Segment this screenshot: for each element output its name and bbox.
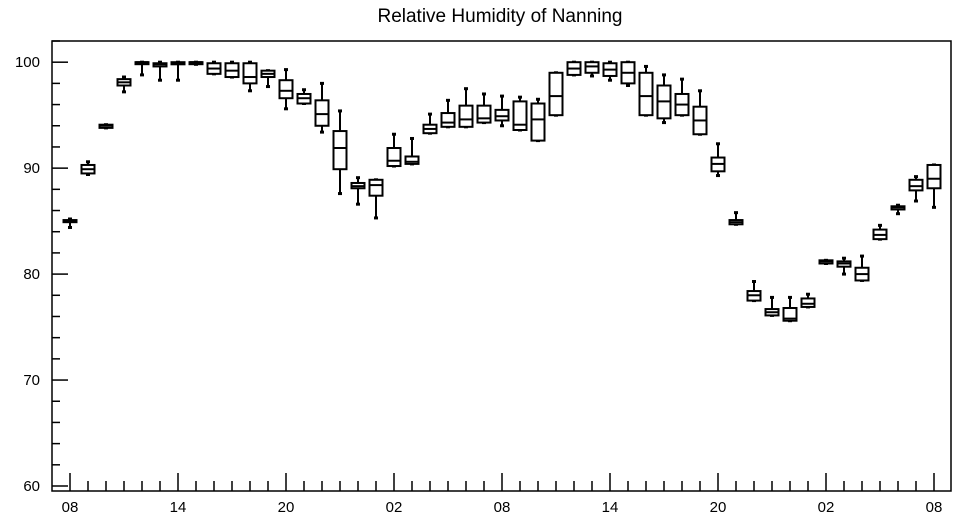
box-14 <box>314 81 330 134</box>
iqr-box <box>458 104 474 128</box>
iqr-box <box>908 178 924 192</box>
box-8 <box>206 60 222 76</box>
box-19 <box>404 136 420 166</box>
box-48 <box>926 163 942 209</box>
box-9 <box>224 60 240 79</box>
box-24 <box>494 94 510 128</box>
iqr-box <box>782 307 798 322</box>
x-tick-label: 14 <box>170 499 187 516</box>
box-41 <box>800 292 816 309</box>
y-tick-label: 80 <box>23 266 40 283</box>
box-1 <box>80 160 96 176</box>
x-tick-label: 02 <box>386 499 403 516</box>
x-tick-label: 20 <box>278 499 295 516</box>
box-15 <box>332 109 348 196</box>
box-45 <box>872 223 888 241</box>
box-29 <box>584 60 600 78</box>
x-tick-label: 20 <box>710 499 727 516</box>
box-36 <box>710 142 726 178</box>
box-47 <box>908 175 924 203</box>
box-28 <box>566 60 582 77</box>
box-31 <box>620 60 636 87</box>
box-20 <box>422 112 438 135</box>
y-tick-label: 100 <box>15 54 40 71</box>
box-34 <box>674 77 690 117</box>
box-18 <box>386 132 402 168</box>
iqr-box <box>278 79 294 100</box>
x-tick-label: 08 <box>494 499 511 516</box>
iqr-box <box>332 130 348 171</box>
iqr-box <box>314 99 330 127</box>
box-3 <box>116 75 132 94</box>
y-axis: 60 70 80 90 100 <box>15 40 68 495</box>
iqr-box <box>512 100 528 132</box>
iqr-box <box>800 297 816 308</box>
iqr-box <box>476 104 492 124</box>
box-6 <box>170 60 186 82</box>
box-2 <box>98 123 114 130</box>
y-tick-label: 70 <box>23 372 40 389</box>
iqr-box <box>404 155 420 165</box>
box-7 <box>188 60 204 66</box>
iqr-box <box>638 71 654 117</box>
x-tick-label: 14 <box>602 499 619 516</box>
box-43 <box>836 256 852 276</box>
box-21 <box>440 98 456 129</box>
chart-title: Relative Humidity of Nanning <box>377 6 622 27</box>
iqr-box <box>530 102 546 142</box>
box-17 <box>368 178 384 220</box>
box-27 <box>548 71 564 117</box>
box-5 <box>152 60 168 82</box>
box-11 <box>260 69 276 89</box>
box-39 <box>764 295 780 317</box>
box-26 <box>530 97 546 143</box>
box-series <box>62 60 942 323</box>
box-0 <box>62 217 78 229</box>
box-16 <box>350 176 366 206</box>
iqr-box <box>584 61 600 74</box>
x-tick-label: 02 <box>818 499 835 516</box>
iqr-box <box>440 112 456 128</box>
iqr-box <box>242 62 258 85</box>
box-32 <box>638 64 654 117</box>
box-37 <box>728 211 744 226</box>
box-30 <box>602 60 618 82</box>
box-22 <box>458 87 474 129</box>
box-4 <box>134 60 150 77</box>
box-46 <box>890 203 906 216</box>
x-tick-label: 08 <box>926 499 943 516</box>
box-38 <box>746 280 762 303</box>
iqr-box <box>926 163 942 190</box>
box-10 <box>242 60 258 93</box>
box-44 <box>854 254 870 282</box>
box-40 <box>782 295 798 323</box>
box-25 <box>512 95 528 132</box>
iqr-box <box>548 71 564 117</box>
iqr-box <box>386 147 402 168</box>
box-23 <box>476 92 492 125</box>
x-axis: 08 14 20 02 08 14 20 02 08 <box>62 473 943 516</box>
box-13 <box>296 88 312 106</box>
y-tick-label: 90 <box>23 160 40 177</box>
box-12 <box>278 68 294 111</box>
x-tick-label: 08 <box>62 499 79 516</box>
iqr-box <box>368 178 384 197</box>
box-42 <box>818 258 834 265</box>
y-tick-label: 60 <box>23 478 40 495</box>
box-35 <box>692 89 708 136</box>
iqr-box <box>494 108 510 122</box>
box-33 <box>656 73 672 125</box>
